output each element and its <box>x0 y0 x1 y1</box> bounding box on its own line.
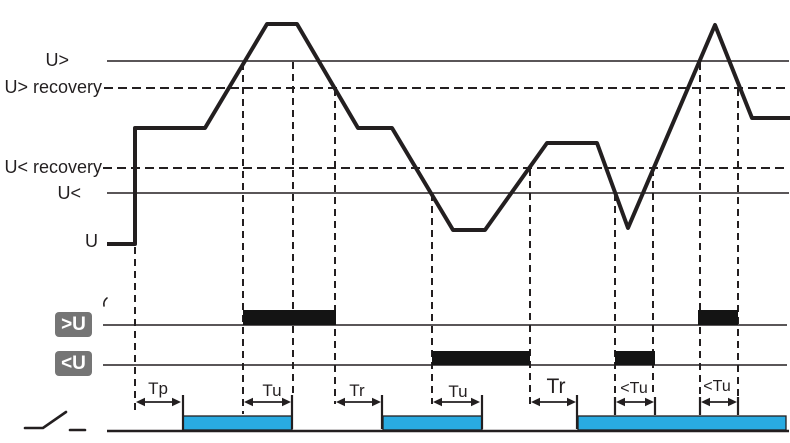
relay-on-bar-1 <box>182 415 293 431</box>
tr2-arrow-right-head <box>567 397 576 407</box>
relay-contact-icon <box>23 410 68 430</box>
tr1-label: Tr <box>349 381 365 400</box>
tr1-arrow-left-head <box>336 397 345 407</box>
over-threshold-label: U> <box>45 50 69 70</box>
tr2-arrow-left-head <box>531 397 540 407</box>
tp-arrow-right-head <box>172 397 181 407</box>
tu2-arrow-left-head <box>433 397 442 407</box>
lt-tu1-arrow-left-head <box>616 397 625 407</box>
tr1-arrow-right-head <box>372 397 381 407</box>
tr2-label: Tr <box>546 375 566 398</box>
under-active-bar-2 <box>615 351 655 365</box>
lt-tu2-label: <Tu <box>703 378 731 395</box>
lt-tu2-arrow-left-head <box>701 397 710 407</box>
tu1-arrow-right-head <box>282 397 291 407</box>
tp-label: Tp <box>148 379 168 398</box>
tu2-label: Tu <box>448 382 468 401</box>
relay-on-bar-2 <box>382 415 483 431</box>
under-recovery-label: U< recovery <box>4 157 102 177</box>
tick-mark <box>103 297 108 307</box>
under-output-badge: <U <box>55 351 92 376</box>
over-output-badge: >U <box>55 312 92 337</box>
under-active-bar-1 <box>432 351 530 365</box>
voltage-label: U <box>85 231 98 251</box>
under-threshold-label: U< <box>57 183 81 203</box>
relay-on-bar-3 <box>577 415 787 431</box>
tu2-arrow-right-head <box>471 397 480 407</box>
tp-arrow-left-head <box>136 397 145 407</box>
tu1-label: Tu <box>262 381 282 400</box>
over-recovery-label: U> recovery <box>4 77 102 97</box>
voltage-waveform <box>107 22 790 246</box>
over-active-bar-1 <box>243 310 336 325</box>
tu1-arrow-left-head <box>244 397 253 407</box>
over-active-bar-2 <box>698 310 738 325</box>
lt-tu1-label: <Tu <box>620 380 648 397</box>
lt-tu2-arrow-right-head <box>728 397 737 407</box>
lt-tu1-arrow-right-head <box>645 397 654 407</box>
